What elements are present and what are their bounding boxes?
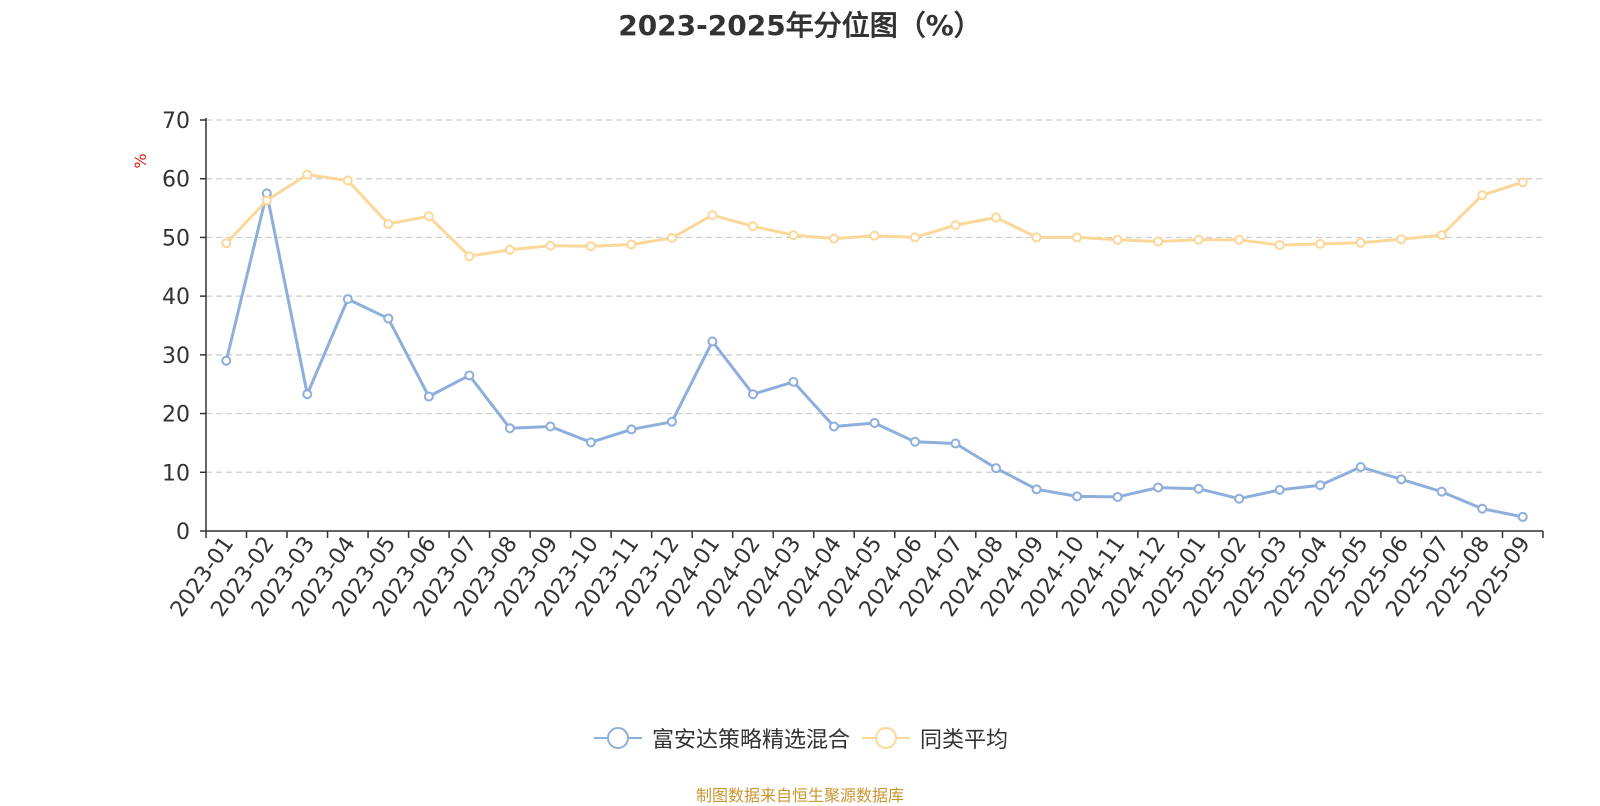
series-line-1 [225,173,1524,258]
data-point-series-0 [302,389,313,400]
data-point-series-0 [707,336,718,347]
data-point-series-1 [1517,177,1528,188]
data-point-series-1 [910,232,921,243]
data-point-series-1 [1436,230,1447,241]
chart-title: 2023-2025年分位图（%） [618,9,982,42]
data-point-series-1 [1477,190,1488,201]
data-point-series-1 [221,238,232,249]
data-point-series-0 [1315,480,1326,491]
data-point-series-1 [950,220,961,231]
data-point-series-0 [1072,491,1083,502]
data-point-series-0 [221,355,232,366]
data-point-series-0 [1153,482,1164,493]
y-tick-label: 50 [162,226,190,251]
data-point-series-0 [504,423,515,434]
data-point-series-0 [828,421,839,432]
data-point-series-0 [342,294,353,305]
data-point-series-0 [1193,483,1204,494]
data-point-series-1 [828,233,839,244]
data-point-series-0 [1396,474,1407,485]
data-point-series-0 [1517,511,1528,522]
data-point-series-1 [1355,237,1366,248]
data-point-series-1 [1315,238,1326,249]
data-point-series-1 [1153,236,1164,247]
legend-item-peer-average[interactable]: 同类平均 [860,722,1008,754]
data-point-series-0 [1274,484,1285,495]
data-point-series-1 [747,221,758,232]
data-point-series-1 [666,233,677,244]
y-tick-label: 30 [162,344,190,369]
data-point-series-0 [788,376,799,387]
data-point-series-1 [626,239,637,250]
data-point-series-0 [1234,493,1245,504]
data-point-series-1 [383,218,394,229]
y-tick-label: 40 [162,285,190,310]
y-tick-label: 70 [162,109,190,134]
data-point-series-0 [545,421,556,432]
y-tick-label: 10 [162,461,190,486]
data-point-series-1 [1396,234,1407,245]
legend: 富安达策略精选混合 同类平均 [0,722,1600,754]
legend-label-peer-average: 同类平均 [920,728,1009,753]
legend-marker-peer-average [862,727,910,749]
legend-label-fund: 富安达策略精选混合 [651,728,850,753]
data-point-series-1 [261,195,272,206]
source-note: 制图数据来自恒生聚源数据库 [695,786,904,805]
data-point-series-0 [423,391,434,402]
y-tick-label: 20 [162,403,190,428]
data-point-series-0 [666,416,677,427]
data-point-series-1 [1031,232,1042,243]
data-point-series-1 [1112,234,1123,245]
data-point-series-1 [1193,234,1204,245]
data-point-series-0 [869,417,880,428]
data-point-series-1 [788,230,799,241]
data-point-series-0 [383,313,394,324]
data-point-series-0 [1112,491,1123,502]
data-point-series-1 [585,241,596,252]
data-point-series-0 [626,424,637,435]
y-tick-label: 60 [162,168,190,193]
data-point-series-1 [302,169,313,180]
data-point-series-0 [747,389,758,400]
data-point-series-1 [342,175,353,186]
data-point-series-0 [585,437,596,448]
data-point-series-1 [464,251,475,262]
data-point-series-0 [1355,462,1366,473]
legend-marker-fund [593,727,642,749]
y-axis-unit-label: % [131,153,150,168]
data-point-series-1 [1274,240,1285,251]
data-point-series-0 [910,436,921,447]
data-point-series-0 [1031,484,1042,495]
data-point-series-1 [423,211,434,222]
data-point-series-0 [1436,486,1447,497]
data-point-series-1 [1234,234,1245,245]
data-point-series-0 [464,370,475,381]
data-point-series-0 [1477,503,1488,514]
data-point-series-1 [504,244,515,255]
data-point-series-1 [991,212,1002,223]
data-point-series-1 [869,230,880,241]
y-tick-label: 0 [176,520,190,545]
data-point-series-1 [707,210,718,221]
data-point-series-1 [545,240,556,251]
data-point-series-1 [1072,232,1083,243]
data-point-series-0 [991,463,1002,474]
data-point-series-0 [950,438,961,449]
legend-item-fund[interactable]: 富安达策略精选混合 [592,722,850,754]
